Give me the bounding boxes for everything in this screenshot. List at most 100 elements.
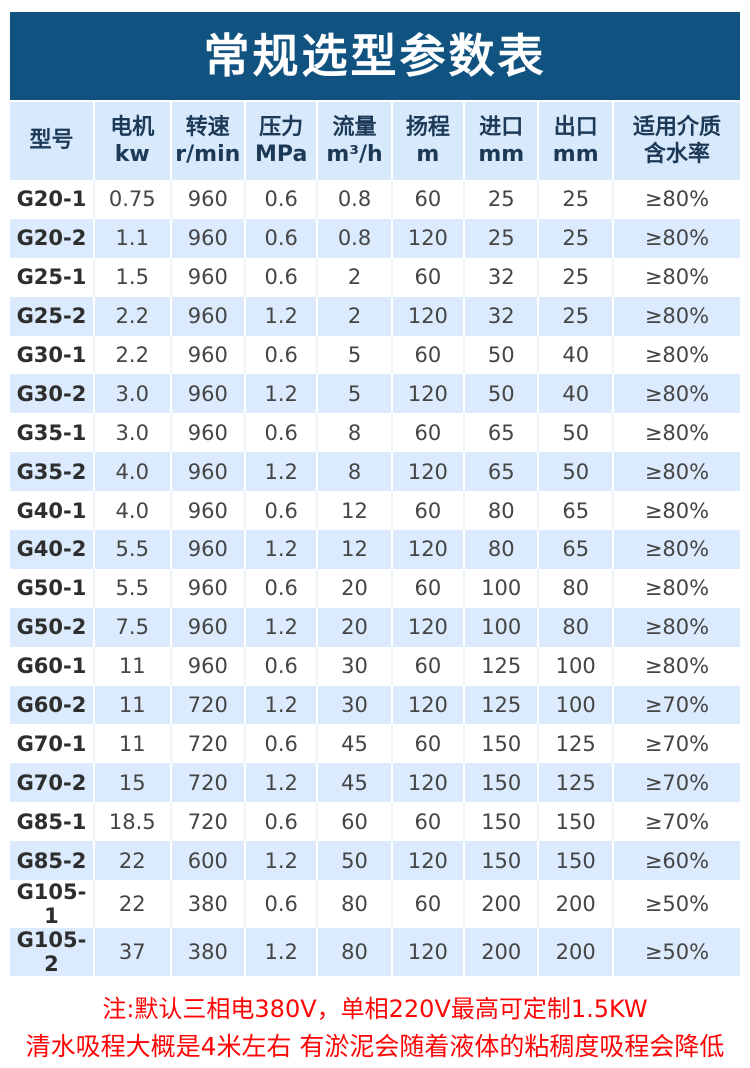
cell-flow-m3h: 50 xyxy=(317,841,393,881)
cell-inlet-mm: 80 xyxy=(464,491,540,531)
header-row: 型号 电机 kw 转速 r/min 压力 MPa 流量 m³/h 扬程 m 进口 mm 出口 mm 适用介质含… xyxy=(10,102,740,180)
cell-flow-m3h: 0.8 xyxy=(317,218,393,258)
cell-outlet-mm: 65 xyxy=(538,530,614,569)
cell-inlet-mm: 65 xyxy=(464,413,540,453)
cell-flow-m3h: 2 xyxy=(317,296,393,336)
cell-head-m: 60 xyxy=(391,413,466,453)
cell-pressure-mpa: 1.2 xyxy=(245,607,319,647)
cell-water-content: ≥80% xyxy=(612,530,740,569)
cell-pressure-mpa: 1.2 xyxy=(245,928,319,977)
cell-model: G30-2 xyxy=(10,374,95,414)
cell-inlet-mm: 25 xyxy=(464,218,540,258)
cell-pressure-mpa: 0.6 xyxy=(245,724,319,764)
cell-head-m: 120 xyxy=(391,607,466,647)
cell-pressure-mpa: 1.2 xyxy=(245,374,319,414)
footnotes: 注:默认三相电380V，单相220V最高可定制1.5KW 清水吸程大概是4米左右… xyxy=(10,994,740,1064)
cell-motor-kw: 37 xyxy=(93,928,172,977)
cell-speed-rpm: 960 xyxy=(170,218,247,258)
cell-head-m: 120 xyxy=(391,452,466,492)
cell-head-m: 60 xyxy=(391,568,466,608)
cell-water-content: ≥70% xyxy=(612,724,740,764)
cell-outlet-mm: 80 xyxy=(538,568,614,608)
cell-flow-m3h: 2 xyxy=(317,257,393,297)
cell-head-m: 60 xyxy=(391,180,466,219)
cell-motor-kw: 2.2 xyxy=(93,296,172,336)
cell-motor-kw: 1.1 xyxy=(93,218,172,258)
cell-speed-rpm: 960 xyxy=(170,335,247,375)
cell-water-content: ≥80% xyxy=(612,218,740,258)
table-row: G50-1 5.5 960 0.6 20 60 100 80 ≥80% xyxy=(10,568,740,608)
cell-speed-rpm: 960 xyxy=(170,568,247,608)
cell-flow-m3h: 5 xyxy=(317,374,393,414)
table-row: G105-1 22 380 0.6 80 60 200 200 ≥50% xyxy=(10,880,740,929)
cell-water-content: ≥50% xyxy=(612,880,740,929)
table-row: G105-2 37 380 1.2 80 120 200 200 ≥50% xyxy=(10,928,740,977)
cell-outlet-mm: 25 xyxy=(538,296,614,336)
cell-motor-kw: 3.0 xyxy=(93,374,172,414)
cell-pressure-mpa: 1.2 xyxy=(245,763,319,803)
cell-water-content: ≥80% xyxy=(612,607,740,647)
page-title: 常规选型参数表 xyxy=(203,29,547,83)
cell-pressure-mpa: 0.6 xyxy=(245,335,319,375)
cell-motor-kw: 11 xyxy=(93,724,172,764)
cell-pressure-mpa: 0.6 xyxy=(245,880,319,929)
cell-speed-rpm: 960 xyxy=(170,607,247,647)
cell-model: G35-2 xyxy=(10,452,95,492)
cell-speed-rpm: 960 xyxy=(170,296,247,336)
cell-flow-m3h: 20 xyxy=(317,607,393,647)
cell-model: G20-1 xyxy=(10,180,95,219)
cell-water-content: ≥80% xyxy=(612,646,740,686)
cell-inlet-mm: 125 xyxy=(464,646,540,686)
cell-inlet-mm: 125 xyxy=(464,685,540,725)
table-row: G70-2 15 720 1.2 45 120 150 125 ≥70% xyxy=(10,763,740,803)
cell-head-m: 120 xyxy=(391,685,466,725)
cell-water-content: ≥80% xyxy=(612,452,740,492)
column-header-water-content: 适用介质 含水率 xyxy=(612,102,740,180)
cell-inlet-mm: 32 xyxy=(464,257,540,297)
cell-inlet-mm: 50 xyxy=(464,374,540,414)
cell-flow-m3h: 30 xyxy=(317,685,393,725)
cell-motor-kw: 15 xyxy=(93,763,172,803)
cell-model: G60-1 xyxy=(10,646,95,686)
cell-motor-kw: 18.5 xyxy=(93,802,172,842)
table-row: G40-2 5.5 960 1.2 12 120 80 65 ≥80% xyxy=(10,530,740,569)
cell-motor-kw: 0.75 xyxy=(93,180,172,219)
cell-head-m: 120 xyxy=(391,218,466,258)
cell-outlet-mm: 25 xyxy=(538,218,614,258)
cell-head-m: 120 xyxy=(391,928,466,977)
cell-outlet-mm: 150 xyxy=(538,802,614,842)
cell-pressure-mpa: 1.2 xyxy=(245,530,319,569)
cell-model: G25-2 xyxy=(10,296,95,336)
cell-speed-rpm: 720 xyxy=(170,685,247,725)
cell-outlet-mm: 200 xyxy=(538,880,614,929)
cell-pressure-mpa: 0.6 xyxy=(245,218,319,258)
cell-flow-m3h: 5 xyxy=(317,335,393,375)
cell-model: G40-1 xyxy=(10,491,95,531)
cell-motor-kw: 7.5 xyxy=(93,607,172,647)
cell-pressure-mpa: 0.6 xyxy=(245,491,319,531)
cell-model: G70-1 xyxy=(10,724,95,764)
cell-flow-m3h: 20 xyxy=(317,568,393,608)
cell-motor-kw: 22 xyxy=(93,841,172,881)
cell-motor-kw: 5.5 xyxy=(93,568,172,608)
cell-speed-rpm: 720 xyxy=(170,724,247,764)
cell-inlet-mm: 200 xyxy=(464,880,540,929)
cell-inlet-mm: 150 xyxy=(464,763,540,803)
cell-head-m: 60 xyxy=(391,646,466,686)
cell-outlet-mm: 25 xyxy=(538,180,614,219)
cell-speed-rpm: 960 xyxy=(170,452,247,492)
table-row: G35-2 4.0 960 1.2 8 120 65 50 ≥80% xyxy=(10,452,740,492)
cell-motor-kw: 5.5 xyxy=(93,530,172,569)
table-body: G20-1 0.75 960 0.6 0.8 60 25 25 ≥80% G20-2 1.1 960 0… xyxy=(10,180,740,977)
cell-water-content: ≥60% xyxy=(612,841,740,881)
cell-motor-kw: 22 xyxy=(93,880,172,929)
cell-model: G85-1 xyxy=(10,802,95,842)
cell-inlet-mm: 100 xyxy=(464,607,540,647)
cell-outlet-mm: 150 xyxy=(538,841,614,881)
cell-head-m: 60 xyxy=(391,491,466,531)
cell-outlet-mm: 80 xyxy=(538,607,614,647)
cell-outlet-mm: 50 xyxy=(538,413,614,453)
cell-head-m: 120 xyxy=(391,374,466,414)
cell-inlet-mm: 80 xyxy=(464,530,540,569)
